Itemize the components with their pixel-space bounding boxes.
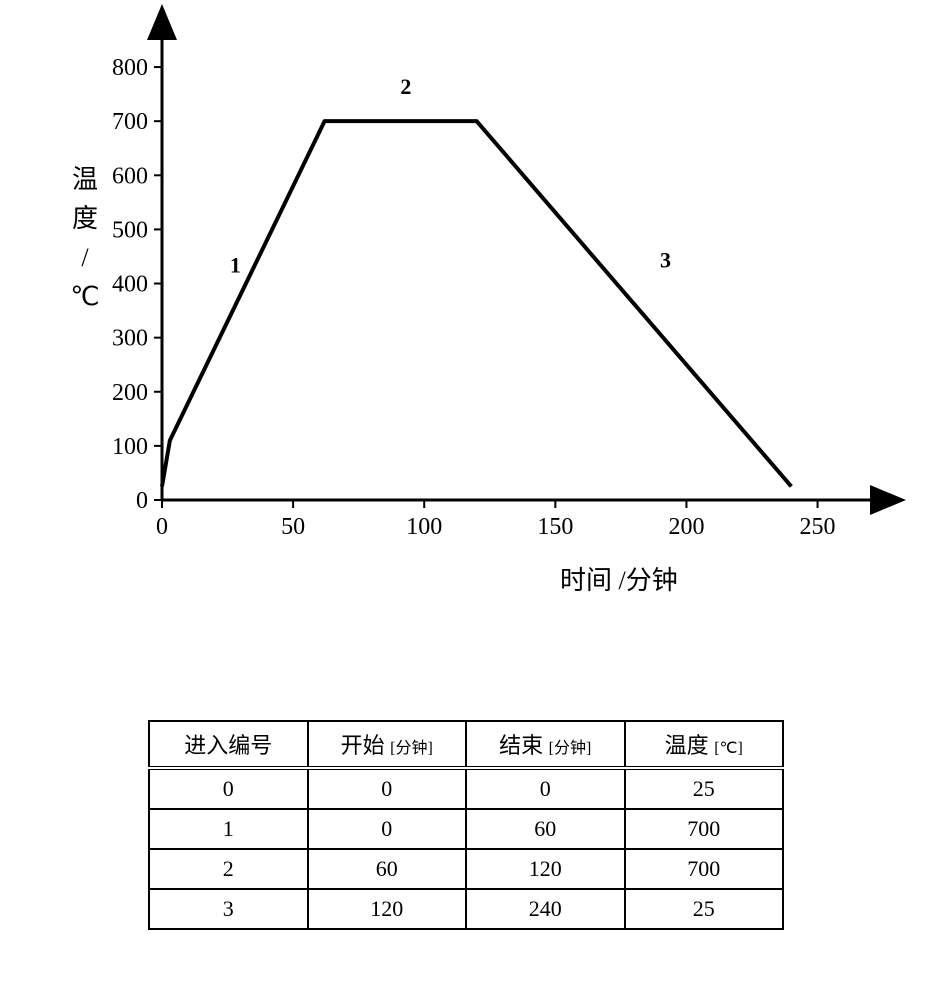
svg-text:3: 3 (660, 247, 671, 272)
svg-text:700: 700 (112, 109, 148, 135)
table-cell: 25 (625, 768, 784, 809)
svg-text:200: 200 (668, 514, 704, 540)
svg-text:400: 400 (112, 272, 148, 298)
table-cell: 2 (149, 849, 308, 889)
table-cell: 0 (308, 768, 467, 809)
page: 温 度 / ℃ 01002003004005006007008000501001… (0, 0, 932, 1000)
svg-text:200: 200 (112, 380, 148, 406)
svg-text:800: 800 (112, 55, 148, 81)
svg-text:100: 100 (112, 434, 148, 460)
table-row: 1060700 (149, 809, 783, 849)
col-header: 进入编号 (149, 721, 308, 768)
table-cell: 1 (149, 809, 308, 849)
svg-text:0: 0 (156, 514, 168, 540)
table-cell: 120 (466, 849, 625, 889)
svg-text:300: 300 (112, 326, 148, 352)
col-header: 温度 [℃] (625, 721, 784, 768)
col-header: 开始 [分钟] (308, 721, 467, 768)
svg-text:600: 600 (112, 163, 148, 189)
svg-text:500: 500 (112, 217, 148, 243)
table-cell: 60 (466, 809, 625, 849)
svg-text:2: 2 (400, 74, 411, 99)
table-cell: 0 (149, 768, 308, 809)
table-cell: 0 (466, 768, 625, 809)
col-header: 结束 [分钟] (466, 721, 625, 768)
table-cell: 240 (466, 889, 625, 929)
y-axis-label-char: 度 (60, 199, 110, 238)
table-cell: 60 (308, 849, 467, 889)
svg-text:250: 250 (800, 514, 836, 540)
svg-text:100: 100 (406, 514, 442, 540)
table-row: 312024025 (149, 889, 783, 929)
table-row: 260120700 (149, 849, 783, 889)
table-cell: 700 (625, 809, 784, 849)
svg-text:150: 150 (537, 514, 573, 540)
temperature-time-chart: 温 度 / ℃ 0 100 200 300 400 500 600 700 800 0 50 100 1… (60, 20, 890, 580)
svg-text:50: 50 (281, 514, 305, 540)
table-cell: 3 (149, 889, 308, 929)
table-cell: 0 (308, 809, 467, 849)
y-axis-label: 温 度 / ℃ (60, 160, 110, 316)
svg-text:0: 0 (136, 488, 148, 514)
table-cell: 25 (625, 889, 784, 929)
table-header-row: 进入编号 开始 [分钟] 结束 [分钟] 温度 [℃] (149, 721, 783, 768)
y-axis-label-char: ℃ (60, 277, 110, 316)
segment-table: 进入编号 开始 [分钟] 结束 [分钟] 温度 [℃] 000251060700… (148, 720, 784, 930)
table-row: 00025 (149, 768, 783, 809)
x-axis-label: 时间 /分钟 (560, 560, 678, 597)
table: 进入编号 开始 [分钟] 结束 [分钟] 温度 [℃] 000251060700… (148, 720, 784, 930)
svg-text:1: 1 (230, 253, 241, 278)
table-cell: 700 (625, 849, 784, 889)
y-axis-label-char: 温 (60, 160, 110, 199)
table-cell: 120 (308, 889, 467, 929)
chart-svg: 0 100 200 300 400 500 600 700 800 0 50 100 150 200 250… (60, 20, 890, 580)
y-axis-label-char: / (60, 238, 110, 277)
